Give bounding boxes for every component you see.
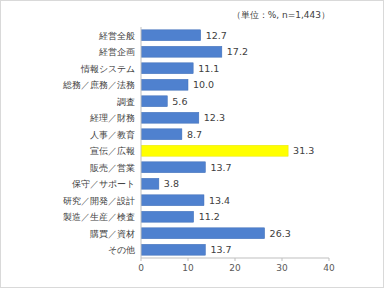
chart: （単位：%, n=1,443） 0 10 20 30 40 12.7 経営全般 17.2 経営企画…	[0, 0, 384, 288]
bar	[141, 30, 201, 41]
data-label: 12.3	[204, 112, 225, 123]
bar	[141, 211, 194, 222]
frame	[1, 1, 384, 288]
bar	[141, 79, 188, 90]
bar	[141, 145, 288, 156]
category-label: 製造／生産／検査	[63, 212, 135, 222]
tick-label: 0	[138, 263, 144, 273]
data-label: 3.8	[164, 178, 179, 189]
annotation: （単位：%, n=1,443）	[232, 10, 330, 20]
category-label: 人事／教育	[90, 130, 135, 140]
data-label: 13.4	[209, 195, 230, 206]
data-label: 17.2	[227, 46, 248, 57]
y-axis	[141, 27, 142, 258]
data-label: 31.3	[293, 145, 314, 156]
data-label: 12.7	[206, 30, 227, 41]
category-label: 保守／サポート	[72, 179, 135, 189]
category-label: 購買／資材	[90, 229, 135, 239]
data-label: 13.7	[210, 244, 231, 255]
category-label: 宣伝／広報	[90, 146, 135, 156]
category-label: 研究／開発／設計	[63, 196, 135, 206]
x-axis	[141, 258, 329, 259]
tick-label: 30	[276, 263, 288, 273]
tick-label: 10	[182, 263, 194, 273]
bar	[141, 162, 205, 173]
tick-label: 40	[323, 263, 335, 273]
category-label: 調査	[117, 97, 135, 107]
bars	[141, 30, 288, 255]
bar	[141, 129, 182, 140]
data-label: 10.0	[193, 79, 214, 90]
data-label: 13.7	[210, 162, 231, 173]
category-label: 販売／営業	[90, 163, 135, 173]
bar	[141, 178, 159, 189]
data-label: 26.3	[270, 228, 291, 239]
category-label: 総務／庶務／法務	[62, 80, 135, 90]
bar	[141, 96, 167, 107]
data-label: 11.1	[198, 63, 219, 74]
bar	[141, 244, 205, 255]
category-label: 経理／財務	[89, 113, 135, 123]
bar	[141, 46, 222, 57]
category-label: その他	[108, 245, 135, 255]
data-label: 8.7	[187, 129, 202, 140]
bar	[141, 195, 204, 206]
data-label: 5.6	[172, 96, 187, 107]
tick-label: 20	[229, 263, 241, 273]
bar	[141, 63, 193, 74]
bar	[141, 112, 199, 123]
category-label: 経営企画	[98, 47, 135, 57]
bar	[141, 228, 265, 239]
category-label: 経営全般	[98, 31, 135, 41]
category-label: 情報システム	[80, 64, 135, 74]
data-label: 11.2	[199, 211, 220, 222]
